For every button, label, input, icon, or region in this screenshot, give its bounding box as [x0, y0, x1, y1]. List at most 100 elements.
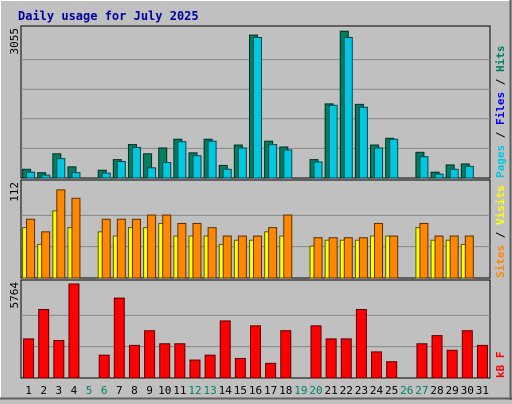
bar — [476, 344, 488, 379]
bar — [159, 343, 171, 379]
panel-visits: 112 Sites / Visits — [8, 179, 507, 279]
x-tick-label: 8 — [131, 384, 138, 397]
series-kb-f — [23, 283, 488, 379]
bar — [340, 338, 352, 379]
bar — [328, 104, 338, 179]
bar — [53, 339, 65, 379]
series-label-part: / — [494, 225, 507, 245]
panel-kbytes-max-label: 5764 — [8, 282, 21, 309]
series-label-part: Hits — [494, 46, 507, 73]
bar — [222, 235, 232, 279]
x-tick-label: 19 — [294, 384, 307, 397]
bar — [374, 147, 384, 179]
x-tick-label: 18 — [279, 384, 292, 397]
x-tick-label: 14 — [219, 384, 233, 397]
bar — [280, 330, 292, 379]
bar — [192, 222, 202, 279]
bar — [116, 218, 126, 279]
bar — [434, 235, 444, 279]
x-tick-label: 25 — [385, 384, 398, 397]
bar — [268, 144, 278, 179]
panel-hits-series-label: Pages / Files / Hits — [494, 46, 507, 179]
bar — [434, 173, 444, 179]
bar — [237, 147, 247, 179]
bar — [131, 218, 141, 279]
bar — [38, 309, 50, 379]
bar — [250, 325, 261, 379]
x-tick-label: 9 — [146, 384, 153, 397]
x-tick-label: 2 — [40, 384, 47, 397]
series-label-part: Sites — [494, 245, 507, 278]
x-tick-label: 4 — [71, 384, 78, 397]
bar — [26, 171, 36, 179]
bar — [343, 37, 353, 179]
x-tick-label: 17 — [264, 384, 277, 397]
bar — [253, 235, 262, 279]
bar — [26, 218, 36, 279]
bar — [116, 161, 126, 179]
bar — [101, 218, 111, 279]
panel-visits-max-label: 112 — [8, 182, 21, 202]
bar — [234, 357, 246, 379]
bar — [144, 330, 156, 379]
series-label-part: kB F — [494, 352, 507, 379]
x-axis-day-labels: 1 2 3 4 5 6 7 8 9 10 11 12 13 14 15 16 17 18 19 20 21 22 23 24 2… — [25, 384, 489, 397]
bar — [237, 235, 247, 279]
series-label-part: Visits — [494, 185, 507, 225]
x-tick-label: 26 — [400, 384, 413, 397]
bar — [113, 297, 125, 379]
x-tick-label: 11 — [173, 384, 186, 397]
bar — [253, 37, 262, 179]
series-label-part: Pages — [494, 145, 507, 178]
bar — [283, 149, 293, 179]
x-tick-label: 13 — [203, 384, 216, 397]
bar — [23, 338, 35, 379]
bar — [204, 354, 216, 379]
bar — [355, 309, 367, 379]
x-tick-label: 6 — [101, 384, 108, 397]
series-label-part: Files — [494, 92, 507, 125]
bar — [68, 283, 80, 379]
x-tick-label: 12 — [188, 384, 201, 397]
x-tick-label: 21 — [325, 384, 338, 397]
x-tick-label: 22 — [340, 384, 353, 397]
bar — [389, 138, 399, 179]
panel-visits-series-label: Sites / Visits — [494, 185, 507, 278]
x-tick-label: 30 — [461, 384, 474, 397]
bar — [265, 362, 277, 379]
bar — [207, 227, 217, 279]
bar — [222, 168, 232, 179]
chart-title: Daily usage for July 2025 — [18, 9, 199, 23]
bar — [192, 155, 202, 179]
bar — [358, 106, 368, 179]
bar — [219, 320, 231, 379]
bar — [98, 354, 110, 379]
bar — [41, 231, 51, 279]
bar — [177, 141, 187, 179]
x-tick-label: 28 — [430, 384, 443, 397]
x-tick-label: 15 — [234, 384, 247, 397]
bar — [147, 167, 157, 179]
bar — [147, 214, 157, 279]
panel-hits-max-label: 3055 — [8, 28, 21, 55]
x-tick-label: 1 — [25, 384, 32, 397]
bar — [101, 172, 111, 179]
x-tick-label: 23 — [355, 384, 368, 397]
bar — [56, 189, 66, 279]
bar — [449, 168, 459, 179]
bar — [431, 335, 443, 379]
bar — [174, 343, 186, 379]
x-tick-label: 16 — [249, 384, 262, 397]
bar — [461, 330, 473, 379]
bar — [162, 161, 172, 179]
bar — [386, 361, 398, 379]
bar — [343, 237, 353, 279]
bar — [207, 140, 217, 179]
x-tick-label: 27 — [415, 384, 428, 397]
x-tick-label: 31 — [476, 384, 489, 397]
bar — [419, 222, 429, 279]
chart-panels: 3055 Pages / Files / Hits 112 Sites / Visit… — [8, 25, 507, 379]
bar — [313, 237, 323, 279]
